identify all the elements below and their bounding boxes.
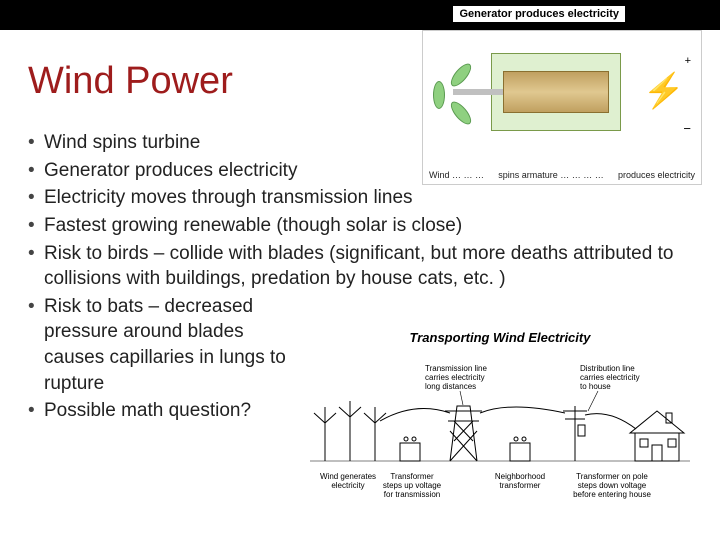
transformer-icon xyxy=(400,443,420,461)
label: Distribution linecarries electricityto h… xyxy=(580,364,640,391)
wind-turbine-icon xyxy=(339,401,361,461)
bullet-item: Risk to birds – collide with blades (sig… xyxy=(28,241,688,292)
transport-svg: Wind generateselectricity Transformerste… xyxy=(300,351,700,521)
transformer-icon xyxy=(510,443,530,461)
gen-label-produces: produces electricity xyxy=(618,170,695,180)
bullet-item: Electricity moves through transmission l… xyxy=(28,185,688,211)
label: Transmission linecarries electricitylong… xyxy=(425,364,487,391)
generator-rotor xyxy=(503,71,609,113)
bullet-item: Risk to bats – decreased pressure around… xyxy=(28,294,298,397)
generator-caption: Generator produces electricity xyxy=(453,6,625,22)
slide-title: Wind Power xyxy=(28,60,233,103)
bullet-item: Possible math question? xyxy=(28,398,298,424)
label: Transformer on polesteps down voltagebef… xyxy=(573,472,651,499)
generator-shaft xyxy=(453,89,503,95)
label: Wind generateselectricity xyxy=(320,472,376,490)
turbine-blade xyxy=(447,60,474,89)
turbine-blade xyxy=(433,81,445,109)
lightning-icon: ⚡ xyxy=(643,71,685,111)
label: Neighborhoodtransformer xyxy=(495,472,545,490)
wind-turbine-icon xyxy=(314,407,336,461)
distribution-pole-icon xyxy=(563,406,587,461)
plus-terminal: + xyxy=(685,55,691,67)
gen-label-wind: Wind … … … xyxy=(429,170,484,180)
generator-diagram: ⚡ + − Wind … … … spins armature … … … … … xyxy=(422,30,702,185)
label: Transformersteps up voltagefor transmiss… xyxy=(383,472,442,499)
minus-terminal: − xyxy=(683,121,691,136)
bullet-item: Fastest growing renewable (though solar … xyxy=(28,213,688,239)
transmission-tower-icon xyxy=(445,406,482,461)
transport-title: Transporting Wind Electricity xyxy=(300,330,700,345)
transport-diagram: Transporting Wind Electricity xyxy=(300,330,700,530)
gen-label-spins: spins armature … … … … xyxy=(498,170,604,180)
wind-turbine-icon xyxy=(364,407,386,461)
house-icon xyxy=(630,411,684,461)
turbine-blade xyxy=(447,98,474,127)
